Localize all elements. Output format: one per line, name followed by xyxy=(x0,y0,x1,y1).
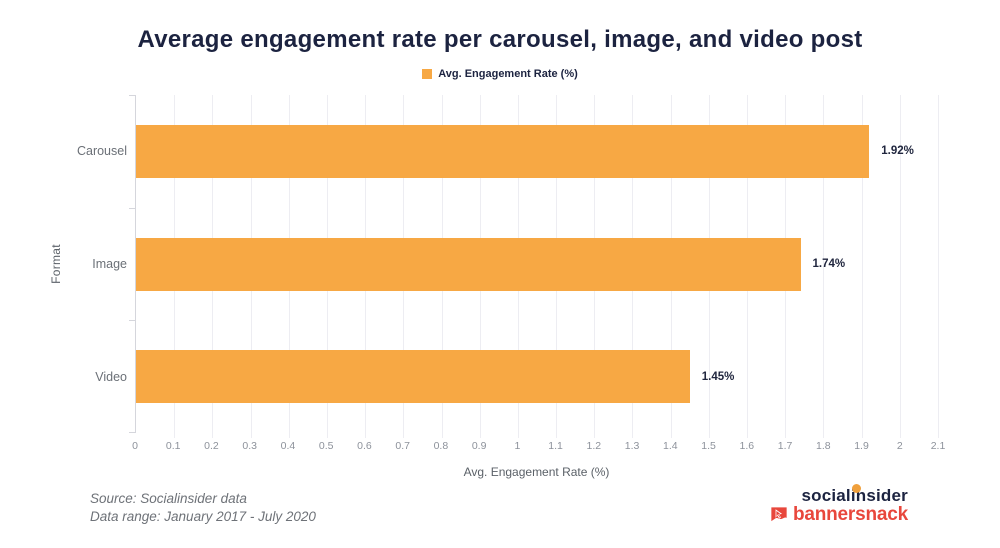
gridline xyxy=(938,95,939,438)
x-tick-label: 1 xyxy=(514,440,521,452)
x-tick-label: 0.9 xyxy=(471,440,487,452)
x-axis-tick-labels: 0 0.1 0.2 0.3 0.4 0.5 0.6 0.7 0.8 0.9 1 1.1 1.2 1.3 1.… xyxy=(132,440,945,454)
x-tick-label: 1.7 xyxy=(777,440,793,452)
x-tick-label: 1.5 xyxy=(701,440,716,452)
x-tick-label: 1.9 xyxy=(854,440,869,452)
y-axis-tick xyxy=(129,207,136,209)
x-tick-label: 0 xyxy=(132,440,138,452)
x-tick-label: 0.2 xyxy=(204,440,219,452)
bannersnack-logo: bannersnack xyxy=(770,505,908,525)
source-note: Source: Socialinsider data Data range: J… xyxy=(90,490,316,525)
bar-video[interactable] xyxy=(136,350,690,404)
legend-label: Avg. Engagement Rate (%) xyxy=(438,68,578,80)
x-tick-label: 1.1 xyxy=(548,440,563,452)
bar-rows: 1.92% 1.74% 1.45% xyxy=(136,95,938,433)
x-tick-label: 0.1 xyxy=(165,440,181,452)
bannersnack-logo-text: bannersnack xyxy=(792,504,908,525)
bar-row: 1.45% xyxy=(136,320,938,433)
bar-carousel[interactable] xyxy=(136,124,870,178)
socialinsider-logo: socialinsider xyxy=(801,484,908,505)
category-label-video: Video xyxy=(95,369,127,384)
bar-value-label: 1.92% xyxy=(881,145,914,158)
bar-row: 1.74% xyxy=(136,208,938,321)
brand-logos: socialinsider bannersnack xyxy=(770,484,908,525)
bannersnack-flag-icon xyxy=(771,507,787,522)
x-tick-label: 2.1 xyxy=(930,440,946,452)
x-tick-label: 0.4 xyxy=(280,440,296,452)
y-axis-tick xyxy=(129,95,136,96)
chart-title: Average engagement rate per carousel, im… xyxy=(137,26,863,53)
socialinsider-dot-icon xyxy=(851,484,861,493)
gridline xyxy=(899,95,901,438)
plot-area: 1.92% 1.74% 1.45% xyxy=(129,95,939,438)
bar-value-label: 1.74% xyxy=(812,258,846,270)
x-tick-label: 0.7 xyxy=(395,440,410,452)
x-tick-label: 1.3 xyxy=(624,440,640,452)
bar-image[interactable] xyxy=(136,237,801,291)
x-tick-label: 1.4 xyxy=(663,440,678,452)
bar-row: 1.92% xyxy=(136,95,938,208)
x-tick-label: 0.3 xyxy=(242,440,258,452)
x-tick-label: 2 xyxy=(896,440,903,452)
legend[interactable]: Avg. Engagement Rate (%) xyxy=(0,68,1000,80)
x-tick-label: 1.6 xyxy=(739,440,755,452)
data-range-line: Data range: January 2017 - July 2020 xyxy=(90,508,316,524)
source-line: Source: Socialinsider data xyxy=(90,491,247,506)
category-labels: Carousel Image Video xyxy=(0,95,127,433)
socialinsider-logo-text: socialinsider xyxy=(801,486,908,505)
legend-swatch xyxy=(422,69,433,79)
x-tick-label: 0.6 xyxy=(357,440,372,452)
x-tick-label: 1.2 xyxy=(586,440,602,452)
x-tick-label: 0.8 xyxy=(433,440,449,452)
y-axis-tick xyxy=(129,320,136,322)
gridline xyxy=(823,95,825,438)
y-axis-tick xyxy=(129,432,136,433)
category-label-carousel: Carousel xyxy=(76,144,127,159)
x-tick-label: 1.8 xyxy=(815,440,831,452)
gridline xyxy=(861,95,863,438)
x-tick-label: 0.5 xyxy=(318,440,334,452)
x-axis-title: Avg. Engagement Rate (%) xyxy=(463,465,610,479)
category-label-image: Image xyxy=(92,257,127,271)
bar-value-label: 1.45% xyxy=(701,370,735,383)
